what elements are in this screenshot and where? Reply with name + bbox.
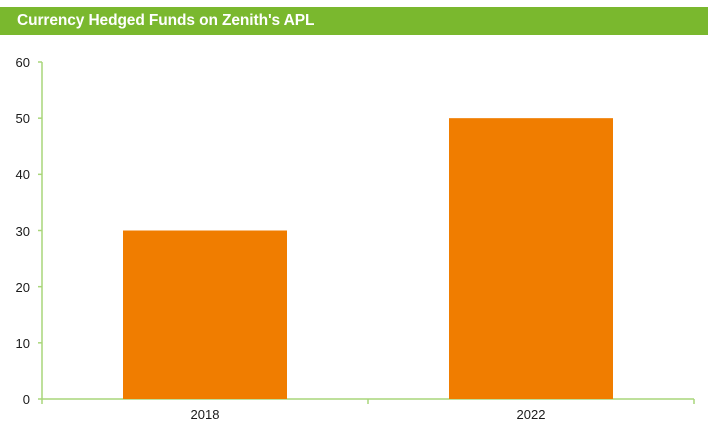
y-tick-label: 20 — [15, 280, 30, 295]
chart-title-bar: Currency Hedged Funds on Zenith's APL — [0, 7, 708, 35]
x-tick-label-2022: 2022 — [516, 407, 546, 422]
bar-2018 — [123, 230, 287, 399]
y-tick-label: 30 — [15, 224, 30, 239]
chart-title: Currency Hedged Funds on Zenith's APL — [17, 12, 315, 29]
bar-2022 — [449, 118, 613, 400]
y-tick-label: 60 — [15, 55, 30, 70]
y-tick-label: 50 — [15, 111, 30, 126]
y-tick-label: 10 — [15, 336, 30, 351]
y-tick-label: 0 — [22, 392, 30, 407]
bars — [123, 118, 613, 400]
y-tick-label: 40 — [15, 167, 30, 182]
x-tick-label-2018: 2018 — [190, 407, 220, 422]
